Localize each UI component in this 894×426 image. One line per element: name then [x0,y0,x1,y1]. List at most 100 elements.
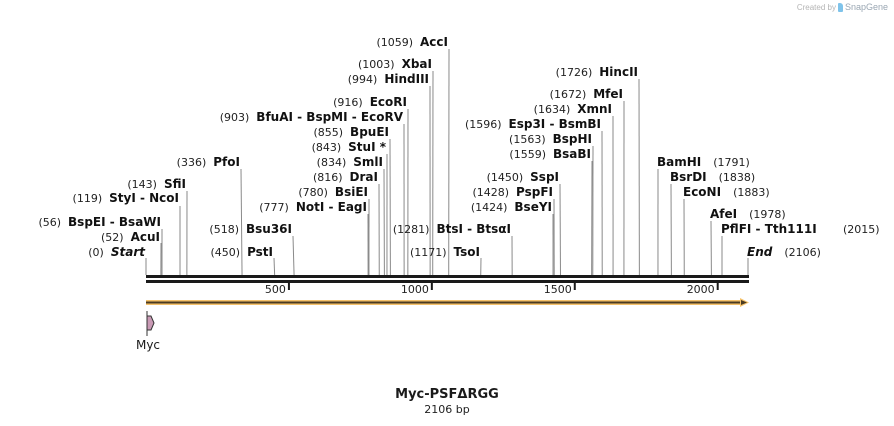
cut-site-drai[interactable]: DraI (816) [313,170,378,184]
enzyme-name: XmnI [577,102,612,116]
cut-site-btsi-bts-i[interactable]: BtsI - BtsαI (1281) [393,222,511,236]
cut-site-psti[interactable]: PstI (450) [210,245,273,259]
cut-site-smli[interactable]: SmlI (834) [317,155,383,169]
ruler-tick-label: 1500 [544,283,572,296]
cut-site-econi[interactable]: EcoNI (1883) [683,185,770,199]
cut-site-bsphi[interactable]: BspHI (1563) [509,132,592,146]
cut-site-hindiii[interactable]: HindIII (994) [348,72,429,86]
cut-position: (855) [313,126,343,139]
cut-position: (1596) [465,118,502,131]
cut-position: (1791) [713,156,750,169]
cut-position: (143) [127,178,157,191]
enzyme-name: BpuEI [350,125,389,139]
enzyme-name: PflFI - Tth111I [721,222,817,236]
feature-myc[interactable]: Myc [136,311,160,352]
snapgene-credit: Created by SnapGene [797,2,888,12]
cut-site-bfuai-bspmi-ecorv[interactable]: BfuAI - BspMI - EcoRV (903) [220,110,404,124]
cut-site-start[interactable]: Start (0) [88,245,146,259]
cut-site-xbai[interactable]: XbaI (1003) [358,57,432,71]
enzyme-name: NotI - EagI [296,200,367,214]
feature-label-myc: Myc [136,338,160,352]
cut-site-mfei[interactable]: MfeI (1672) [550,87,623,101]
ruler-tick-label: 2000 [687,283,715,296]
cut-position: (843) [312,141,342,154]
cut-site-bpuei[interactable]: BpuEI (855) [313,125,389,139]
cut-position: (903) [220,111,250,124]
enzyme-name: BsaBI [553,147,591,161]
cut-position: (1281) [393,223,430,236]
cut-position: (119) [73,192,103,205]
cut-position: (1883) [733,186,770,199]
cut-position: (780) [298,186,328,199]
enzyme-name: AccI [420,35,448,49]
cut-site-esp3i-bsmbi[interactable]: Esp3I - BsmBI (1596) [465,117,601,131]
cut-site-tsoi[interactable]: TsoI (1171) [410,245,480,259]
dna-backbone-top-strand [146,275,749,278]
cut-site-bsiei[interactable]: BsiEI (780) [298,185,368,199]
cut-site-pspfi[interactable]: PspFI (1428) [472,185,553,199]
cut-position: (1978) [749,208,786,221]
ruler-tick-label: 1000 [401,283,429,296]
cut-site-pflfi-tth111i[interactable]: PflFI - Tth111I (2015) [721,222,880,236]
enzyme-name: PfoI [213,155,240,169]
cut-site-bseyi[interactable]: BseYI (1424) [471,200,552,214]
cut-position: (1424) [471,201,508,214]
enzyme-name: BsrDI [670,170,707,184]
enzyme-name: Esp3I - BsmBI [509,117,601,131]
snapgene-logo-icon [837,2,843,12]
cut-position: (1428) [472,186,509,199]
enzyme-name: BseYI [514,200,552,214]
cut-site-pfoi[interactable]: PfoI (336) [177,155,240,169]
linear-sequence-map: Start (0) AcuI (52) BspEI - BsaWI (56) StyI - … [38,35,880,352]
cut-position: (450) [210,246,240,259]
cut-site-afei[interactable]: AfeI (1978) [710,207,786,221]
enzyme-name: StyI - NcoI [109,191,179,205]
cut-position: (1563) [509,133,546,146]
cut-site-bsabi[interactable]: BsaBI (1559) [509,147,591,161]
cut-site-sspi[interactable]: SspI (1450) [487,170,559,184]
cut-position: (336) [177,156,207,169]
cut-site-acci[interactable]: AccI (1059) [376,35,448,49]
cut-position: (1726) [556,66,593,79]
enzyme-name: HindIII [384,72,429,86]
enzyme-name: Start [111,245,146,259]
cut-position: (1171) [410,246,447,259]
credit-brand: SnapGene [844,2,888,12]
cut-position: (56) [38,216,61,229]
cut-site-bamhi[interactable]: BamHI (1791) [657,155,750,169]
enzyme-name: SfiI [164,177,186,191]
cut-site-hincii[interactable]: HincII (1726) [556,65,638,79]
cut-site-line-bsu36i [292,235,295,276]
dna-backbone-bottom-strand [146,280,749,283]
cut-site-sfii[interactable]: SfiI (143) [127,177,186,191]
cut-site-bsu36i[interactable]: Bsu36I (518) [209,222,292,236]
cut-position: (834) [317,156,347,169]
enzyme-name: AfeI [710,207,737,221]
cut-site-end[interactable]: End (2106) [747,245,821,259]
cut-position: (0) [88,246,104,259]
myc-feature-arrow-icon [146,315,155,331]
enzyme-name: AcuI [131,230,160,244]
cut-site-bspei-bsawi[interactable]: BspEI - BsaWI (56) [38,215,161,229]
cut-site-xmni[interactable]: XmnI (1634) [534,102,612,116]
map-title: Myc-PSFΔRGG [395,387,499,402]
ruler-tick [573,283,576,290]
cut-site-ecori[interactable]: EcoRI (916) [333,95,407,109]
ruler-tick-label: 500 [265,283,286,296]
ruler-tick [287,283,290,290]
cut-site-bsrdi[interactable]: BsrDI (1838) [670,170,755,184]
cut-site-acui[interactable]: AcuI (52) [101,230,160,244]
cut-site-stui[interactable]: StuI * (843) [312,140,387,154]
enzyme-name: BfuAI - BspMI - EcoRV [256,110,403,124]
enzyme-name: MfeI [593,87,623,101]
orf-arrow[interactable] [146,298,749,307]
cut-site-styi-ncoi[interactable]: StyI - NcoI (119) [73,191,179,205]
cut-site-lines [145,48,749,276]
cut-position: (52) [101,231,124,244]
cut-position: (1003) [358,58,395,71]
cut-position: (1059) [376,36,413,49]
cut-site-noti-eagi[interactable]: NotI - EagI (777) [259,200,367,214]
cut-position: (2106) [784,246,821,259]
enzyme-name: TsoI [454,245,480,259]
credit-prefix: Created by [796,2,836,12]
